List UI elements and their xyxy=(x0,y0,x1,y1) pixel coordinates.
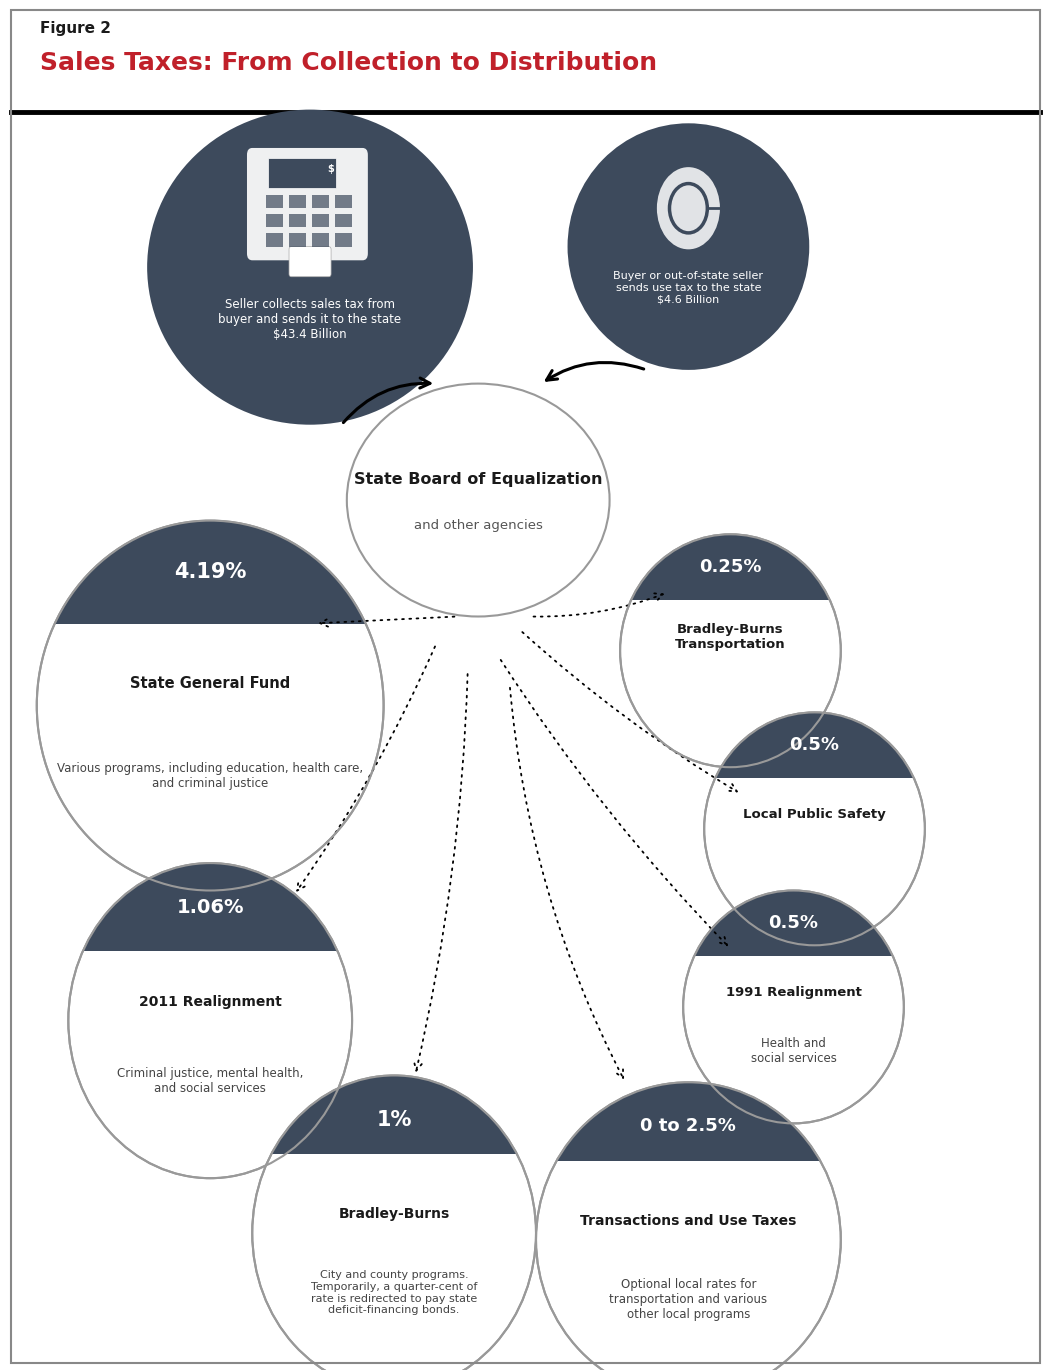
Text: Criminal justice, mental health,
and social services: Criminal justice, mental health, and soc… xyxy=(117,1066,304,1095)
Ellipse shape xyxy=(347,384,610,616)
FancyBboxPatch shape xyxy=(289,247,331,277)
Ellipse shape xyxy=(683,890,904,1123)
Text: Health and
social services: Health and social services xyxy=(750,1037,837,1066)
Ellipse shape xyxy=(536,1082,841,1370)
Bar xyxy=(289,214,306,227)
Bar xyxy=(312,195,329,208)
Text: 4.19%: 4.19% xyxy=(174,563,246,582)
Text: Transactions and Use Taxes: Transactions and Use Taxes xyxy=(580,1214,797,1228)
Text: Local Public Safety: Local Public Safety xyxy=(743,808,886,822)
Bar xyxy=(335,195,352,208)
Text: 0.5%: 0.5% xyxy=(768,914,819,932)
Bar xyxy=(268,158,336,188)
Circle shape xyxy=(657,167,720,249)
Ellipse shape xyxy=(536,1082,841,1370)
Bar xyxy=(266,214,283,227)
Ellipse shape xyxy=(252,1075,536,1370)
Ellipse shape xyxy=(620,534,841,767)
Ellipse shape xyxy=(683,890,904,1123)
Bar xyxy=(335,233,352,247)
Ellipse shape xyxy=(252,1075,536,1370)
Text: $: $ xyxy=(328,163,334,174)
Ellipse shape xyxy=(68,863,352,1178)
FancyBboxPatch shape xyxy=(247,148,368,260)
Text: 1991 Realignment: 1991 Realignment xyxy=(725,986,862,1000)
Ellipse shape xyxy=(147,110,473,425)
Text: 2011 Realignment: 2011 Realignment xyxy=(139,995,282,1008)
Bar xyxy=(266,195,283,208)
Bar xyxy=(289,195,306,208)
Bar xyxy=(312,233,329,247)
Text: 1%: 1% xyxy=(376,1110,412,1129)
Ellipse shape xyxy=(37,521,384,890)
Text: 1.06%: 1.06% xyxy=(177,897,244,917)
Text: City and county programs.
Temporarily, a quarter-cent of
rate is redirected to p: City and county programs. Temporarily, a… xyxy=(311,1270,477,1315)
Text: Figure 2: Figure 2 xyxy=(40,21,111,36)
Ellipse shape xyxy=(37,521,384,890)
Text: and other agencies: and other agencies xyxy=(414,519,542,532)
Bar xyxy=(312,214,329,227)
Ellipse shape xyxy=(568,123,809,370)
Ellipse shape xyxy=(704,712,925,945)
Text: Various programs, including education, health care,
and criminal justice: Various programs, including education, h… xyxy=(57,762,364,790)
Text: Buyer or out-of-state seller
sends use tax to the state
$4.6 Billion: Buyer or out-of-state seller sends use t… xyxy=(614,271,763,304)
Text: State General Fund: State General Fund xyxy=(130,675,290,690)
Ellipse shape xyxy=(704,712,925,945)
Text: State Board of Equalization: State Board of Equalization xyxy=(354,471,602,486)
Text: Bradley-Burns
Transportation: Bradley-Burns Transportation xyxy=(675,623,786,651)
Text: Sales Taxes: From Collection to Distribution: Sales Taxes: From Collection to Distribu… xyxy=(40,51,657,75)
Text: Bradley-Burns: Bradley-Burns xyxy=(338,1207,450,1221)
Text: Optional local rates for
transportation and various
other local programs: Optional local rates for transportation … xyxy=(610,1278,767,1321)
Text: 0.25%: 0.25% xyxy=(699,558,762,575)
Bar xyxy=(335,214,352,227)
Text: 0 to 2.5%: 0 to 2.5% xyxy=(640,1118,737,1136)
Text: 0.5%: 0.5% xyxy=(789,736,840,754)
Ellipse shape xyxy=(68,863,352,1178)
Ellipse shape xyxy=(620,534,841,767)
Bar xyxy=(11,10,1040,112)
Bar xyxy=(289,233,306,247)
Text: Seller collects sales tax from
buyer and sends it to the state
$43.4 Billion: Seller collects sales tax from buyer and… xyxy=(219,297,401,341)
Bar xyxy=(266,233,283,247)
